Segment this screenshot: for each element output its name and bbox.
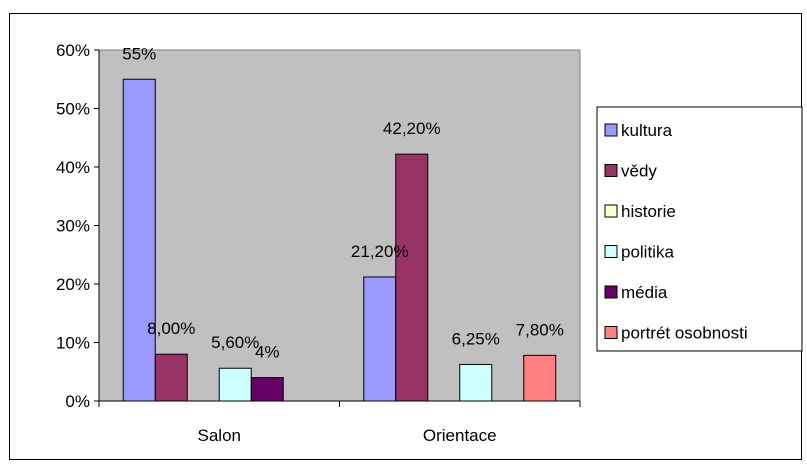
x-category-label: Salon: [198, 426, 241, 445]
bar-vědy-salon: [154, 353, 188, 402]
bar-vědy-orientace: [395, 153, 429, 402]
bar-politika-salon: [218, 367, 252, 402]
legend: kultura vědy historie politika média portrét …: [596, 106, 803, 352]
legend-box: [596, 106, 803, 352]
bar-politika-orientace: [459, 363, 493, 402]
legend-label: kultura: [621, 121, 673, 140]
data-label: 42,20%: [383, 119, 441, 138]
legend-label: média: [621, 283, 668, 302]
data-label: 5,60%: [211, 333, 259, 352]
y-axis: 0% 10% 20% 30% 40% 50% 60%: [56, 41, 100, 411]
legend-swatch: [604, 245, 618, 258]
legend-label: vědy: [621, 162, 657, 181]
y-tick-label: 30%: [56, 217, 90, 236]
bar-kultura-salon: [122, 78, 156, 402]
legend-swatch: [604, 326, 618, 339]
plot-area: [98, 49, 581, 402]
data-label: 8,00%: [147, 319, 195, 338]
y-tick-label: 10%: [56, 334, 90, 353]
x-category-label: Orientace: [423, 426, 497, 445]
bars-group: [122, 78, 557, 402]
legend-swatch: [604, 285, 618, 299]
legend-label: portrét osobnosti: [621, 324, 748, 343]
legend-swatch: [604, 123, 618, 137]
bar-média-salon: [250, 377, 284, 402]
data-label: 4%: [255, 343, 280, 362]
bar-portrét-osobnosti-orientace: [523, 354, 557, 402]
data-label: 55%: [122, 44, 156, 63]
y-tick-label: 40%: [56, 158, 90, 177]
legend-label: politika: [621, 243, 674, 262]
legend-swatch: [604, 204, 618, 218]
y-tick-label: 60%: [56, 41, 90, 60]
y-tick-label: 0%: [65, 392, 90, 411]
y-tick-label: 50%: [56, 100, 90, 119]
legend-swatch: [604, 164, 618, 177]
data-label: 21,20%: [351, 242, 409, 261]
y-tick-label: 20%: [56, 275, 90, 294]
data-labels-group: 55% 8,00% 5,60%4% 21,20% 42,20% 6,25% 7,80%: [122, 44, 564, 361]
data-label: 7,80%: [516, 320, 564, 339]
bar-kultura-orientace: [363, 276, 397, 402]
legend-label: historie: [621, 202, 676, 221]
data-label: 6,25%: [452, 329, 500, 348]
